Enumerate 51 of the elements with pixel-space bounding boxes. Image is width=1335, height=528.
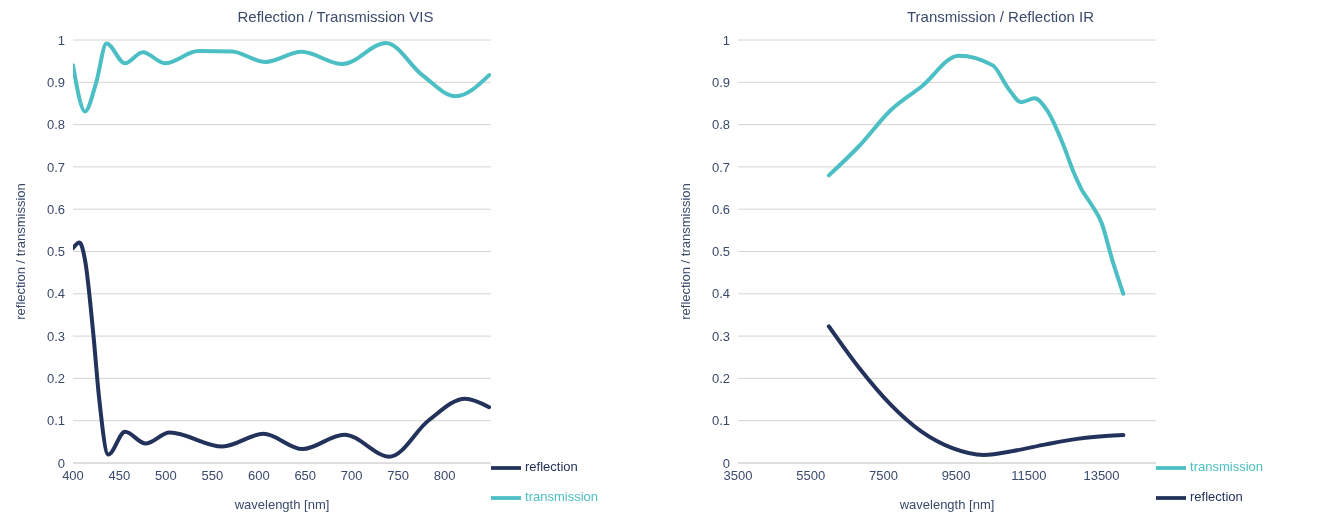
x-tick-label: 750 [387, 468, 409, 484]
y-tick-label: 0.1 [711, 413, 730, 429]
legend-label: reflection [1190, 489, 1243, 505]
y-tick-label: 0.3 [711, 328, 730, 344]
y-tick-label: 0.2 [46, 371, 65, 387]
x-tick-label: 13500 [1083, 468, 1120, 484]
x-tick-label: 550 [201, 468, 224, 484]
y-tick-label: 0.7 [46, 159, 65, 175]
x-tick-label: 450 [108, 468, 131, 484]
y-tick-label: 0.7 [711, 159, 730, 175]
x-tick-label: 7500 [868, 468, 898, 484]
y-tick-label: 0.4 [711, 286, 730, 302]
x-tick-label: 11500 [1011, 468, 1047, 484]
y-tick-label: 0.1 [46, 413, 65, 429]
line-series [73, 240, 492, 459]
y-axis-title: reflection / transmission [677, 183, 693, 320]
y-axis-title: reflection / transmission [12, 183, 28, 320]
y-tick-label: 0.8 [711, 117, 730, 133]
x-tick-label: 600 [247, 468, 270, 484]
y-tick-label: 0.5 [711, 244, 730, 260]
y-tick-label: 0.3 [46, 328, 65, 344]
x-tick-label: 9500 [941, 468, 971, 484]
y-tick-label: 0 [722, 455, 730, 471]
y-tick-label: 0.5 [46, 244, 65, 260]
x-tick-label: 5500 [796, 468, 826, 484]
y-tick-label: 0.6 [46, 201, 65, 217]
x-tick-label: 3500 [723, 468, 753, 484]
y-tick-label: 0.6 [711, 201, 730, 217]
x-tick-label: 700 [340, 468, 363, 484]
line-series [826, 53, 1126, 296]
chart-title: Transmission / Reflection IR [906, 8, 1095, 27]
y-tick-label: 0.9 [711, 74, 730, 90]
y-tick-label: 0 [57, 455, 65, 471]
y-tick-label: 0.9 [46, 74, 65, 90]
y-tick-label: 0.2 [711, 371, 730, 387]
x-tick-label: 650 [294, 468, 317, 484]
legend-label: transmission [525, 489, 598, 505]
line-series [826, 324, 1126, 457]
line-series [73, 40, 492, 114]
x-axis-title: wavelength [nm] [898, 497, 995, 512]
y-tick-label: 0.4 [46, 286, 65, 302]
y-tick-label: 1 [57, 32, 65, 48]
legend-label: transmission [1190, 459, 1263, 475]
x-axis-title: wavelength [nm] [233, 497, 330, 512]
y-tick-label: 1 [722, 32, 730, 48]
chart-title: Reflection / Transmission VIS [236, 8, 435, 27]
legend-label: reflection [525, 459, 578, 475]
x-tick-label: 400 [62, 468, 84, 484]
y-tick-label: 0.8 [46, 117, 65, 133]
x-tick-label: 800 [433, 468, 456, 484]
x-tick-label: 500 [155, 468, 177, 484]
